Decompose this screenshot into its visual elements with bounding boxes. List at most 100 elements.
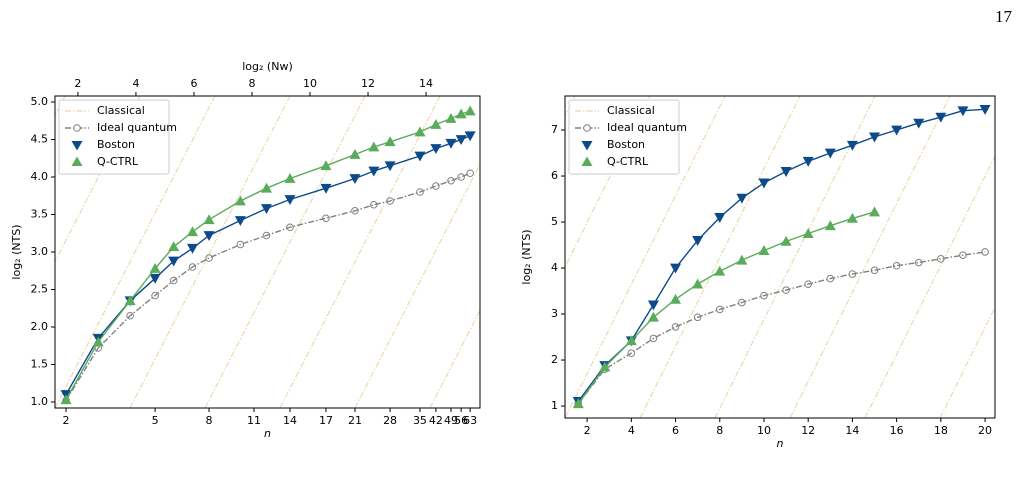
point — [957, 106, 969, 117]
point — [572, 398, 584, 409]
series-line — [65, 135, 471, 395]
point — [234, 195, 246, 206]
y-tick-label: 2 — [551, 353, 558, 366]
point — [824, 220, 836, 231]
point — [802, 156, 814, 167]
point — [349, 149, 361, 159]
x-tick-label: 56 — [454, 414, 468, 427]
point — [780, 235, 792, 246]
point — [169, 276, 178, 285]
classical-guide — [864, 155, 995, 418]
series-line — [577, 251, 986, 405]
point — [149, 273, 161, 284]
classical-guide — [204, 96, 366, 408]
point — [126, 311, 134, 320]
x-tick-label: 16 — [890, 424, 904, 437]
point — [60, 394, 72, 405]
plot-frame — [564, 95, 996, 419]
classical-guide — [279, 96, 441, 408]
point — [187, 226, 199, 237]
x-tick-label: 42 — [429, 414, 443, 427]
point — [320, 183, 332, 194]
x-tick-label: 21 — [348, 414, 362, 427]
x-tick-label: 28 — [383, 414, 397, 427]
point — [384, 136, 396, 147]
legend-label: Ideal quantum — [97, 121, 177, 134]
point — [447, 176, 455, 185]
point — [715, 305, 724, 314]
x2-axis-label: log₂ (Nw) — [242, 60, 292, 73]
x-tick-label: 5 — [152, 414, 159, 427]
point — [236, 240, 245, 249]
legend-label: Q-CTRL — [97, 155, 139, 168]
y-tick-label: 6 — [551, 169, 558, 182]
point — [647, 300, 659, 311]
y-tick-label: 7 — [551, 123, 558, 136]
point — [92, 336, 104, 347]
point — [188, 263, 197, 271]
x-tick-label: 2 — [584, 424, 591, 437]
y-tick-label: 3 — [551, 307, 558, 320]
y-tick-label: 5.0 — [31, 95, 49, 108]
point — [455, 108, 467, 119]
point — [625, 335, 637, 346]
y-tick-label: 3.0 — [31, 245, 49, 258]
point — [466, 169, 474, 178]
point — [671, 323, 680, 331]
point — [464, 105, 476, 116]
x-tick-label: 17 — [319, 414, 333, 427]
point — [981, 248, 989, 256]
x-tick-label: 18 — [934, 424, 948, 437]
point — [368, 141, 380, 152]
point — [234, 216, 246, 226]
point — [203, 231, 215, 241]
legend-label: Classical — [607, 104, 655, 117]
point — [782, 286, 790, 294]
legend-marker — [583, 124, 591, 132]
point — [760, 291, 768, 300]
point — [260, 204, 272, 214]
point — [320, 160, 332, 171]
point — [738, 298, 746, 307]
point — [714, 213, 726, 223]
classical-guide — [789, 96, 951, 418]
x2-tick-label: 2 — [74, 77, 81, 90]
point — [349, 174, 361, 184]
point — [414, 151, 426, 162]
y-axis-label: log₂ (NTS) — [10, 224, 23, 279]
x-tick-label: 12 — [801, 424, 815, 437]
point — [891, 125, 903, 136]
legend-label: Ideal quantum — [607, 121, 687, 134]
point — [693, 313, 702, 322]
point — [627, 349, 636, 357]
x2-tick-label: 6 — [190, 77, 197, 90]
x-tick-label: 14 — [845, 424, 859, 437]
point — [599, 361, 611, 372]
point — [445, 138, 457, 149]
point — [892, 261, 901, 270]
point — [432, 182, 440, 190]
x-tick-label: 20 — [978, 424, 992, 437]
y-tick-label: 2.5 — [31, 283, 49, 296]
legend-label: Boston — [607, 138, 645, 151]
point — [846, 212, 858, 223]
classical-guide — [265, 96, 425, 418]
page-number: 17 — [995, 7, 1013, 26]
series-line — [577, 211, 875, 405]
legend-marker — [581, 156, 593, 166]
legend-label: Classical — [97, 104, 145, 117]
y-tick-label: 5 — [551, 215, 558, 228]
legend-box — [568, 99, 680, 175]
point — [124, 295, 136, 306]
x-tick-label: 4 — [628, 424, 635, 437]
point — [869, 206, 881, 217]
point — [670, 293, 682, 304]
point — [758, 178, 770, 189]
point — [959, 251, 967, 259]
y-tick-label: 1.0 — [31, 395, 49, 408]
series-line — [65, 172, 471, 401]
y-tick-label: 1.5 — [31, 358, 49, 371]
classical-guide — [55, 96, 216, 408]
